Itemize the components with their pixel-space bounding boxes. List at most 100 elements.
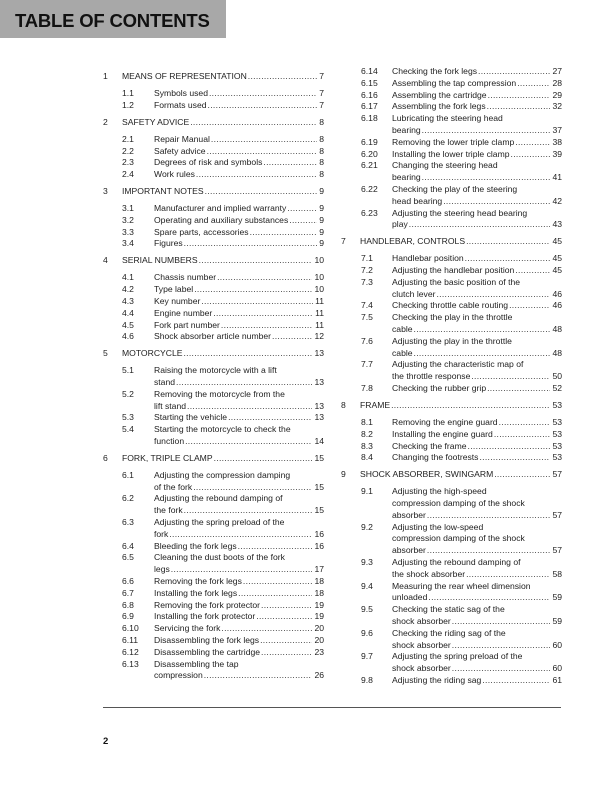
toc-section-entry[interactable]: 7.8 Checking the rubber grip 52 <box>341 383 562 395</box>
toc-section-entry[interactable]: 6.17 Assembling the fork legs 32 <box>341 101 562 113</box>
entry-page-number[interactable]: 11 <box>315 295 324 306</box>
toc-section-entry[interactable]: 3.3 Spare parts, accessories 9 <box>103 227 324 239</box>
entry-page-number[interactable]: 60 <box>552 663 562 674</box>
entry-page-number[interactable]: 17 <box>314 564 324 575</box>
toc-section-entry[interactable]: 6.20 Installing the lower triple clamp 39 <box>341 149 562 161</box>
toc-section-entry[interactable]: 4.3 Key number 11 <box>103 296 324 308</box>
entry-page-number[interactable]: 61 <box>552 674 562 685</box>
toc-section-entry[interactable]: 3.4 Figures 9 <box>103 238 324 250</box>
entry-page-number[interactable]: 53 <box>552 416 562 427</box>
entry-page-number[interactable]: 50 <box>552 371 562 382</box>
entry-page-number[interactable]: 11 <box>315 307 324 318</box>
entry-page-number[interactable]: 53 <box>552 428 562 439</box>
toc-section-entry[interactable]: 7.3 Adjusting the basic position of the cl… <box>341 277 562 301</box>
toc-section-entry[interactable]: 6.14 Checking the fork legs 27 <box>341 66 562 78</box>
entry-page-number[interactable]: 8 <box>319 133 324 144</box>
entry-page-number[interactable]: 20 <box>314 635 324 646</box>
entry-page-number[interactable]: 43 <box>552 219 562 230</box>
toc-section-entry[interactable]: 7.1 Handlebar position 45 <box>341 253 562 265</box>
toc-section-entry[interactable]: 7.7 Adjusting the characteristic map of th… <box>341 359 562 383</box>
toc-section-entry[interactable]: 6.1 Adjusting the compression damping of t… <box>103 470 324 494</box>
entry-page-number[interactable]: 53 <box>552 452 562 463</box>
entry-page-number[interactable]: 53 <box>552 399 562 410</box>
toc-section-entry[interactable]: 8.1 Removing the engine guard 53 <box>341 417 562 429</box>
toc-section-entry[interactable]: 9.2 Adjusting the low-speed compression da… <box>341 522 562 557</box>
entry-page-number[interactable]: 8 <box>319 116 324 127</box>
toc-section-entry[interactable]: 2.3 Degrees of risk and symbols 8 <box>103 157 324 169</box>
entry-page-number[interactable]: 16 <box>314 528 324 539</box>
entry-page-number[interactable]: 19 <box>314 611 324 622</box>
toc-section-entry[interactable]: 1.1 Symbols used 7 <box>103 88 324 100</box>
toc-section-entry[interactable]: 5.2 Removing the motorcycle from the lift … <box>103 389 324 413</box>
entry-page-number[interactable]: 15 <box>314 452 324 463</box>
toc-section-entry[interactable]: 9.3 Adjusting the rebound damping of the s… <box>341 557 562 581</box>
entry-page-number[interactable]: 18 <box>314 587 324 598</box>
entry-page-number[interactable]: 27 <box>552 66 562 76</box>
toc-section-entry[interactable]: 8.3 Checking the frame 53 <box>341 441 562 453</box>
entry-page-number[interactable]: 7 <box>319 99 324 110</box>
toc-chapter-entry[interactable]: 2 SAFETY ADVICE 8 <box>103 117 324 129</box>
toc-section-entry[interactable]: 5.1 Raising the motorcycle with a lift sta… <box>103 365 324 389</box>
entry-page-number[interactable]: 13 <box>314 400 324 411</box>
entry-page-number[interactable]: 12 <box>314 331 324 342</box>
entry-page-number[interactable]: 15 <box>314 481 324 492</box>
entry-page-number[interactable]: 46 <box>552 288 562 299</box>
entry-page-number[interactable]: 11 <box>315 319 324 330</box>
entry-page-number[interactable]: 7 <box>319 71 324 81</box>
toc-section-entry[interactable]: 9.4 Measuring the rear wheel dimension unl… <box>341 581 562 605</box>
entry-page-number[interactable]: 13 <box>314 412 324 423</box>
entry-page-number[interactable]: 18 <box>314 576 324 587</box>
toc-chapter-entry[interactable]: 3 IMPORTANT NOTES 9 <box>103 186 324 198</box>
entry-page-number[interactable]: 57 <box>552 545 562 556</box>
toc-section-entry[interactable]: 7.4 Checking throttle cable routing 46 <box>341 300 562 312</box>
toc-section-entry[interactable]: 6.7 Installing the fork legs 18 <box>103 588 324 600</box>
entry-page-number[interactable]: 38 <box>552 136 562 147</box>
toc-section-entry[interactable]: 6.16 Assembling the cartridge 29 <box>341 90 562 102</box>
toc-section-entry[interactable]: 7.5 Checking the play in the throttle cabl… <box>341 312 562 336</box>
entry-page-number[interactable]: 45 <box>552 265 562 276</box>
toc-section-entry[interactable]: 6.15 Assembling the tap compression 28 <box>341 78 562 90</box>
toc-section-entry[interactable]: 4.5 Fork part number 11 <box>103 320 324 332</box>
entry-page-number[interactable]: 29 <box>552 89 562 100</box>
toc-section-entry[interactable]: 6.23 Adjusting the steering head bearing p… <box>341 208 562 232</box>
toc-section-entry[interactable]: 4.1 Chassis number 10 <box>103 272 324 284</box>
entry-page-number[interactable]: 13 <box>314 377 324 388</box>
toc-section-entry[interactable]: 6.11 Disassembling the fork legs 20 <box>103 635 324 647</box>
entry-page-number[interactable]: 19 <box>314 599 324 610</box>
entry-page-number[interactable]: 48 <box>552 324 562 335</box>
entry-page-number[interactable]: 48 <box>552 347 562 358</box>
toc-section-entry[interactable]: 9.7 Adjusting the spring preload of the sh… <box>341 651 562 675</box>
toc-section-entry[interactable]: 7.2 Adjusting the handlebar position 45 <box>341 265 562 277</box>
entry-page-number[interactable]: 8 <box>319 145 324 156</box>
entry-page-number[interactable]: 20 <box>314 623 324 634</box>
entry-page-number[interactable]: 52 <box>552 383 562 394</box>
toc-section-entry[interactable]: 6.12 Disassembling the cartridge 23 <box>103 647 324 659</box>
entry-page-number[interactable]: 9 <box>319 238 324 249</box>
entry-page-number[interactable]: 59 <box>552 592 562 603</box>
entry-page-number[interactable]: 39 <box>552 148 562 159</box>
toc-chapter-entry[interactable]: 4 SERIAL NUMBERS 10 <box>103 255 324 267</box>
entry-page-number[interactable]: 57 <box>552 469 562 480</box>
toc-section-entry[interactable]: 2.2 Safety advice 8 <box>103 146 324 158</box>
entry-page-number[interactable]: 8 <box>319 169 324 180</box>
entry-page-number[interactable]: 37 <box>552 124 562 135</box>
toc-section-entry[interactable]: 4.2 Type label 10 <box>103 284 324 296</box>
toc-section-entry[interactable]: 4.6 Shock absorber article number 12 <box>103 331 324 343</box>
toc-section-entry[interactable]: 3.2 Operating and auxiliary substances 9 <box>103 215 324 227</box>
toc-section-entry[interactable]: 9.5 Checking the static sag of the shock a… <box>341 604 562 628</box>
entry-page-number[interactable]: 10 <box>314 272 324 283</box>
toc-section-entry[interactable]: 6.9 Installing the fork protector 19 <box>103 611 324 623</box>
toc-section-entry[interactable]: 4.4 Engine number 11 <box>103 308 324 320</box>
toc-section-entry[interactable]: 6.6 Removing the fork legs 18 <box>103 576 324 588</box>
toc-chapter-entry[interactable]: 9 SHOCK ABSORBER, SWINGARM 57 <box>341 469 562 481</box>
toc-chapter-entry[interactable]: 8 FRAME 53 <box>341 400 562 412</box>
entry-page-number[interactable]: 10 <box>314 255 324 266</box>
entry-page-number[interactable]: 13 <box>314 348 324 359</box>
toc-section-entry[interactable]: 3.1 Manufacturer and implied warranty 9 <box>103 203 324 215</box>
entry-page-number[interactable]: 9 <box>319 214 324 225</box>
entry-page-number[interactable]: 9 <box>319 203 324 214</box>
toc-chapter-entry[interactable]: 6 FORK, TRIPLE CLAMP 15 <box>103 453 324 465</box>
toc-section-entry[interactable]: 2.1 Repair Manual 8 <box>103 134 324 146</box>
